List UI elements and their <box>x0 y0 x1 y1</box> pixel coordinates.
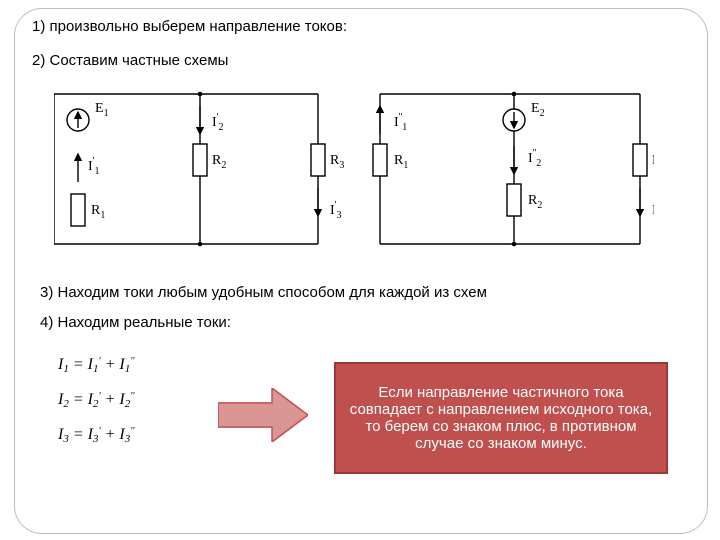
circuit-diagrams: E1 I'1 R1 I'2 R2 R3 I'3 I''1 R1 E2 I''2 R2 R3 I''3 <box>54 84 654 268</box>
svg-text:R3: R3 <box>330 153 344 171</box>
svg-text:I''2: I''2 <box>528 148 541 169</box>
arrow-icon <box>218 388 308 442</box>
callout-box: Если направление частичного тока совпада… <box>334 362 668 474</box>
svg-text:I'2: I'2 <box>212 112 223 133</box>
svg-text:R1: R1 <box>91 203 105 221</box>
equations-block: I1 = I1' + I1''I2 = I2' + I2''I3 = I3' +… <box>58 348 135 453</box>
svg-text:I'1: I'1 <box>88 156 99 177</box>
step-4: 4) Находим реальные токи: <box>40 314 231 331</box>
step-1: 1) произвольно выберем направление токов… <box>32 18 347 35</box>
svg-text:R2: R2 <box>212 153 226 171</box>
callout-text: Если направление частичного тока совпада… <box>346 384 656 452</box>
svg-text:I'3: I'3 <box>330 200 341 221</box>
svg-text:E2: E2 <box>531 101 545 119</box>
svg-text:I''1: I''1 <box>394 112 407 133</box>
svg-text:R1: R1 <box>394 153 408 171</box>
svg-text:E1: E1 <box>95 101 109 119</box>
svg-text:R3: R3 <box>652 153 654 171</box>
step-3: 3) Находим токи любым удобным способом д… <box>40 284 487 301</box>
svg-text:I''3: I''3 <box>652 200 654 221</box>
step-2: 2) Составим частные схемы <box>32 52 228 69</box>
svg-text:R2: R2 <box>528 193 542 211</box>
